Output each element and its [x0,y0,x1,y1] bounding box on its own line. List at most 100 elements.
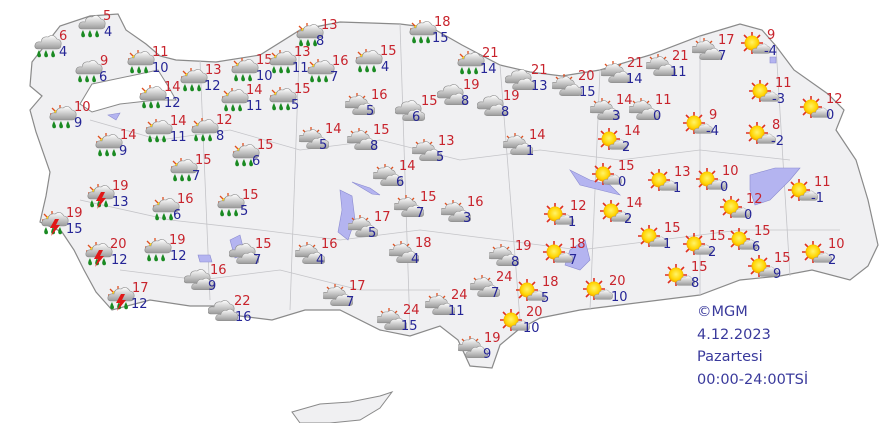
station: 15 8 [0,0,390,154]
max-temp: 10 [722,164,739,179]
max-temp: 15 [195,153,212,168]
min-temp: 4 [59,45,68,60]
station: 15 6 [0,0,771,255]
min-temp: -1 [811,191,824,206]
min-temp: 12 [164,96,181,111]
station: 15 5 [0,0,259,219]
max-temp: 18 [569,237,586,252]
max-temp: 14 [616,93,633,108]
min-temp: 7 [346,295,355,310]
min-temp: 7 [330,70,339,85]
max-temp: 15 [709,229,726,244]
max-temp: 12 [826,92,843,107]
min-temp: 5 [291,98,300,113]
station: 19 15 [0,0,83,237]
max-temp: 17 [374,210,391,225]
min-temp: 5 [319,138,328,153]
max-temp: 18 [434,15,451,30]
min-temp: 2 [828,253,837,268]
min-temp: 4 [381,60,390,75]
station: 17 7 [0,0,366,310]
min-temp: 3 [612,109,621,124]
max-temp: 15 [421,94,438,109]
max-temp: 9 [100,54,109,69]
max-temp: 11 [152,45,169,60]
min-temp: 8 [370,139,379,154]
min-temp: 0 [720,180,729,195]
max-temp: 15 [242,188,259,203]
station: 15 0 [0,0,635,190]
station: 11 0 [0,0,672,124]
station: 15 7 [0,0,272,268]
min-temp: 1 [568,215,577,230]
station: 15 1 [0,0,681,252]
min-temp: 8 [691,276,700,291]
max-temp: 14 [170,114,187,129]
min-temp: 2 [622,140,631,155]
station: 13 8 [0,0,338,49]
station: 19 8 [0,0,480,109]
station: 14 9 [0,0,137,159]
min-temp: 7 [569,253,578,268]
max-temp: 5 [103,9,112,24]
max-temp: 20 [110,237,127,252]
station: 16 9 [0,0,227,294]
station: 11 -3 [0,0,792,107]
min-temp: 15 [579,85,596,100]
station: 9 -4 [0,0,719,139]
min-temp: -3 [772,92,785,107]
max-temp: 15 [774,251,791,266]
min-temp: 10 [256,69,273,84]
min-temp: 6 [396,175,405,190]
min-temp: 8 [461,94,470,109]
max-temp: 13 [674,165,691,180]
min-temp: 0 [744,208,753,223]
min-temp: 5 [366,104,375,119]
max-temp: 15 [754,224,771,239]
station: 14 11 [0,0,187,145]
max-temp: 17 [718,33,735,48]
max-temp: 11 [655,93,672,108]
min-temp: -4 [764,44,777,59]
min-temp: 15 [401,319,418,334]
station: 12 0 [0,0,763,223]
max-temp: 16 [321,237,338,252]
max-temp: 12 [216,113,233,128]
min-temp: 3 [463,211,472,226]
max-temp: 24 [496,270,513,285]
station: 24 15 [0,0,420,334]
min-temp: 9 [773,267,782,282]
station: 19 9 [0,0,501,362]
min-temp: 6 [752,240,761,255]
max-temp: 11 [775,76,792,91]
min-temp: 13 [112,195,129,210]
min-temp: 5 [240,204,249,219]
station: 19 13 [0,0,129,210]
max-temp: 13 [294,45,311,60]
station: 15 6 [0,0,274,169]
min-temp: 8 [316,34,325,49]
max-temp: 11 [814,175,831,190]
min-temp: 15 [66,222,83,237]
max-temp: 12 [570,199,587,214]
station: 15 6 [0,0,438,125]
max-temp: 15 [257,138,274,153]
station: 14 6 [0,0,416,190]
cyprus [291,391,394,423]
station: 21 11 [0,0,689,80]
min-temp: 14 [626,72,643,87]
station: 21 14 [0,0,499,77]
map-credit: ©MGM 4.12.2023 Pazartesi 00:00-24:00TSİ [697,301,808,391]
min-temp: 5 [436,150,445,165]
station: 15 7 [0,0,212,184]
min-temp: 7 [253,253,262,268]
max-temp: 15 [380,44,397,59]
max-temp: 21 [672,49,689,64]
min-temp: 13 [531,79,548,94]
max-temp: 19 [66,206,83,221]
forecast-day: Pazartesi [697,349,763,365]
max-temp: 21 [531,63,548,78]
station: 14 5 [0,0,342,153]
max-temp: 8 [772,118,781,133]
min-temp: 11 [670,65,687,80]
